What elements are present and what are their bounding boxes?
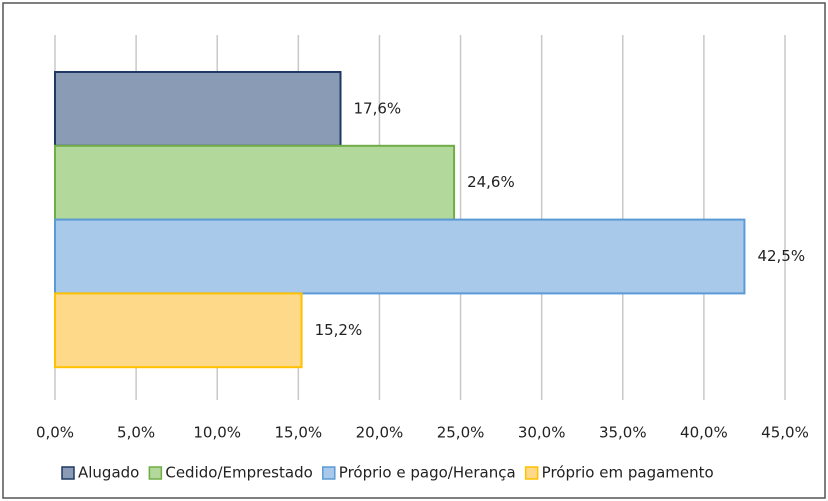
bar [54, 71, 342, 147]
data-label: 17,6% [354, 99, 402, 117]
bar [54, 144, 456, 221]
x-tick-label: 5,0% [117, 424, 155, 442]
legend-swatch [524, 466, 539, 480]
x-tick-label: 0,0% [36, 424, 74, 442]
legend-swatch [148, 466, 163, 480]
data-label: 24,6% [467, 173, 515, 191]
x-tick-label: 30,0% [518, 424, 566, 442]
bar [54, 218, 746, 295]
data-label: 42,5% [757, 247, 805, 265]
x-tick-label: 10,0% [193, 424, 241, 442]
x-tick-label: 20,0% [356, 424, 404, 442]
data-label: 15,2% [315, 321, 363, 339]
legend-swatch [61, 466, 75, 480]
bar [54, 292, 303, 369]
legend-label: Próprio em pagamento [542, 464, 714, 482]
legend-label: Próprio e pago/Herança [339, 464, 516, 482]
x-tick-label: 40,0% [680, 424, 728, 442]
x-tick-label: 45,0% [761, 424, 809, 442]
legend-swatch [322, 466, 336, 480]
x-tick-label: 35,0% [599, 424, 647, 442]
x-tick-label: 25,0% [437, 424, 485, 442]
legend-label: Cedido/Emprestado [165, 464, 312, 482]
x-tick-label: 15,0% [275, 424, 323, 442]
legend-label: Alugado [78, 464, 139, 482]
